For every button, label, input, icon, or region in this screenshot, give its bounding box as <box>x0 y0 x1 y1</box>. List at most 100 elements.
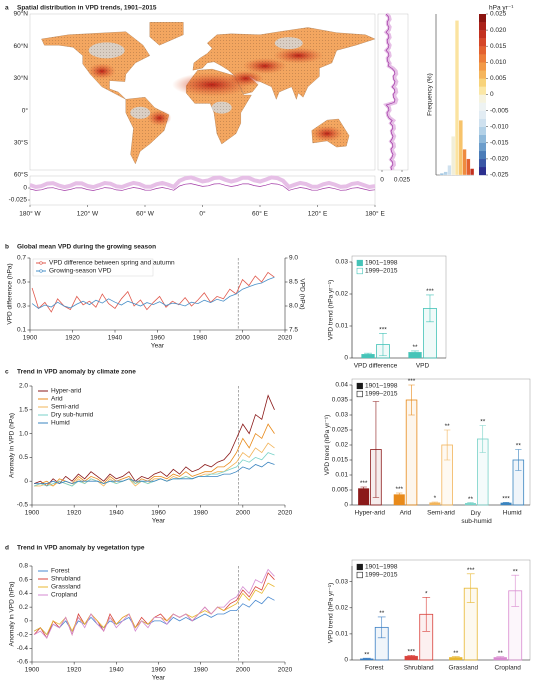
legend-label: 1901–1998 <box>365 564 398 571</box>
error-bar <box>451 656 460 659</box>
error-bar <box>408 384 415 416</box>
legend-label: Hyper-arid <box>51 388 82 395</box>
colorbar-tick-label: -0.015 <box>490 140 509 147</box>
lat-label: 30°N <box>13 74 28 82</box>
side-strip <box>377 13 409 171</box>
colorbar-cell <box>479 54 486 63</box>
colorbar-cell <box>479 110 486 119</box>
map <box>29 13 376 171</box>
colorbar-cell <box>479 46 486 55</box>
y-axis-label: VPD trend (hPa yr⁻¹) <box>324 415 331 476</box>
significance-label: ** <box>364 651 370 658</box>
legend-label: Grassland <box>51 584 81 591</box>
error-bar <box>407 655 416 658</box>
series-line <box>33 394 275 487</box>
colorbar-tick-label: -0.010 <box>490 123 509 130</box>
y-axis-label: VPD difference (hPa) <box>7 263 14 324</box>
x-tick-label: Humid <box>503 510 522 517</box>
y-tick-label: 0.3 <box>17 303 26 310</box>
y-tick-label: 0 <box>24 618 28 625</box>
panel-title: Global mean VPD during the growing seaso… <box>17 244 156 251</box>
colorbar-tick-label: 0.020 <box>490 27 507 34</box>
lat-label: 30°S <box>14 139 29 147</box>
error-bar <box>443 429 451 461</box>
histogram-bar <box>451 136 456 176</box>
colorbar-cell <box>479 158 486 168</box>
y-tick-label: 0.04 <box>335 382 348 389</box>
y-axis-label: Anomaly in VPD (hPa) <box>9 413 16 478</box>
significance-label: *** <box>360 480 368 487</box>
strip-tick-label: 0 <box>23 185 27 192</box>
x-tick-label: Forest <box>365 665 384 672</box>
histogram-bar <box>447 165 452 176</box>
legend-label: VPD difference between spring and autumn <box>49 260 175 267</box>
y-tick-label: 0.01 <box>335 323 348 330</box>
histogram-bar <box>462 149 467 176</box>
x-tick-label: 2000 <box>236 667 251 674</box>
bar <box>358 488 370 506</box>
x-tick-label: 1900 <box>25 510 40 517</box>
colorbar-tick-label: -0.005 <box>490 107 509 114</box>
y-tick-label: 0.6 <box>19 576 28 583</box>
y-tick-label: 0.035 <box>332 397 349 404</box>
panel-label: c <box>5 369 9 376</box>
colorbar-cell <box>479 134 486 143</box>
x-tick-label: 1960 <box>150 335 165 342</box>
series-line <box>34 461 275 485</box>
significance-label: ** <box>379 610 385 617</box>
colorbar-cell <box>479 86 486 95</box>
error-bar <box>396 492 403 497</box>
error-bar <box>479 425 486 453</box>
legend-label: 1999–2015 <box>365 268 398 275</box>
y-tick-label: -0.6 <box>17 659 29 666</box>
x-axis-label: Year <box>152 518 166 525</box>
y-tick-label: 8.5 <box>289 279 298 286</box>
strip-tick-label: 0 <box>380 177 384 184</box>
error-bar <box>379 333 387 357</box>
x-tick-label: 1900 <box>23 335 38 342</box>
x-tick-label: 1940 <box>109 667 124 674</box>
x-tick-label: Cropland <box>495 665 522 672</box>
y-tick-label: 8.0 <box>289 303 298 310</box>
error-bar <box>426 294 434 323</box>
colorbar-cell <box>479 70 486 79</box>
error-bar <box>515 449 522 471</box>
legend-label: Growing-season VPD <box>49 268 112 275</box>
y2-axis-label: VPD (hPa) <box>298 278 305 309</box>
y-tick-label: 1.5 <box>19 407 28 414</box>
y-tick-label: 0.005 <box>332 487 349 494</box>
y-tick-label: 0.1 <box>17 327 26 334</box>
x-tick-label: 2020 <box>278 667 293 674</box>
error-bar <box>364 352 372 356</box>
y-tick-label: 0.2 <box>19 604 28 611</box>
legend-label: Forest <box>51 568 70 575</box>
significance-label: *** <box>467 567 475 574</box>
legend-label: Cropland <box>51 592 78 599</box>
error-bar <box>466 573 475 603</box>
x-tick-label: 1940 <box>108 335 123 342</box>
x-tick-label: 1960 <box>151 667 166 674</box>
colorbar-cell <box>479 38 486 47</box>
colorbar-tick-label: -0.025 <box>490 172 509 179</box>
x-tick-label: 1980 <box>193 335 208 342</box>
series-line <box>31 271 275 313</box>
y-tick-label: 0.7 <box>17 255 26 262</box>
lat-label: 90°N <box>13 10 28 18</box>
colorbar-cell <box>479 22 486 31</box>
significance-label: ** <box>480 419 486 426</box>
x-tick-label: 1980 <box>193 510 208 517</box>
histogram-bar <box>443 171 448 176</box>
y-tick-label: -0.4 <box>17 645 29 652</box>
x-tick-label: 2000 <box>235 335 250 342</box>
y-tick-label: 0.5 <box>17 279 26 286</box>
significance-label: ** <box>498 650 504 657</box>
significance-label: * <box>434 495 437 502</box>
stipple <box>41 22 375 164</box>
y-axis-label: Frequency (%) <box>427 73 434 116</box>
significance-label: *** <box>408 378 416 385</box>
x-axis-label: Year <box>152 675 166 682</box>
legend-label: 1999–2015 <box>365 391 398 398</box>
significance-label: *** <box>502 496 510 503</box>
legend-label: Shrubland <box>51 576 81 583</box>
significance-label: ** <box>412 344 418 351</box>
